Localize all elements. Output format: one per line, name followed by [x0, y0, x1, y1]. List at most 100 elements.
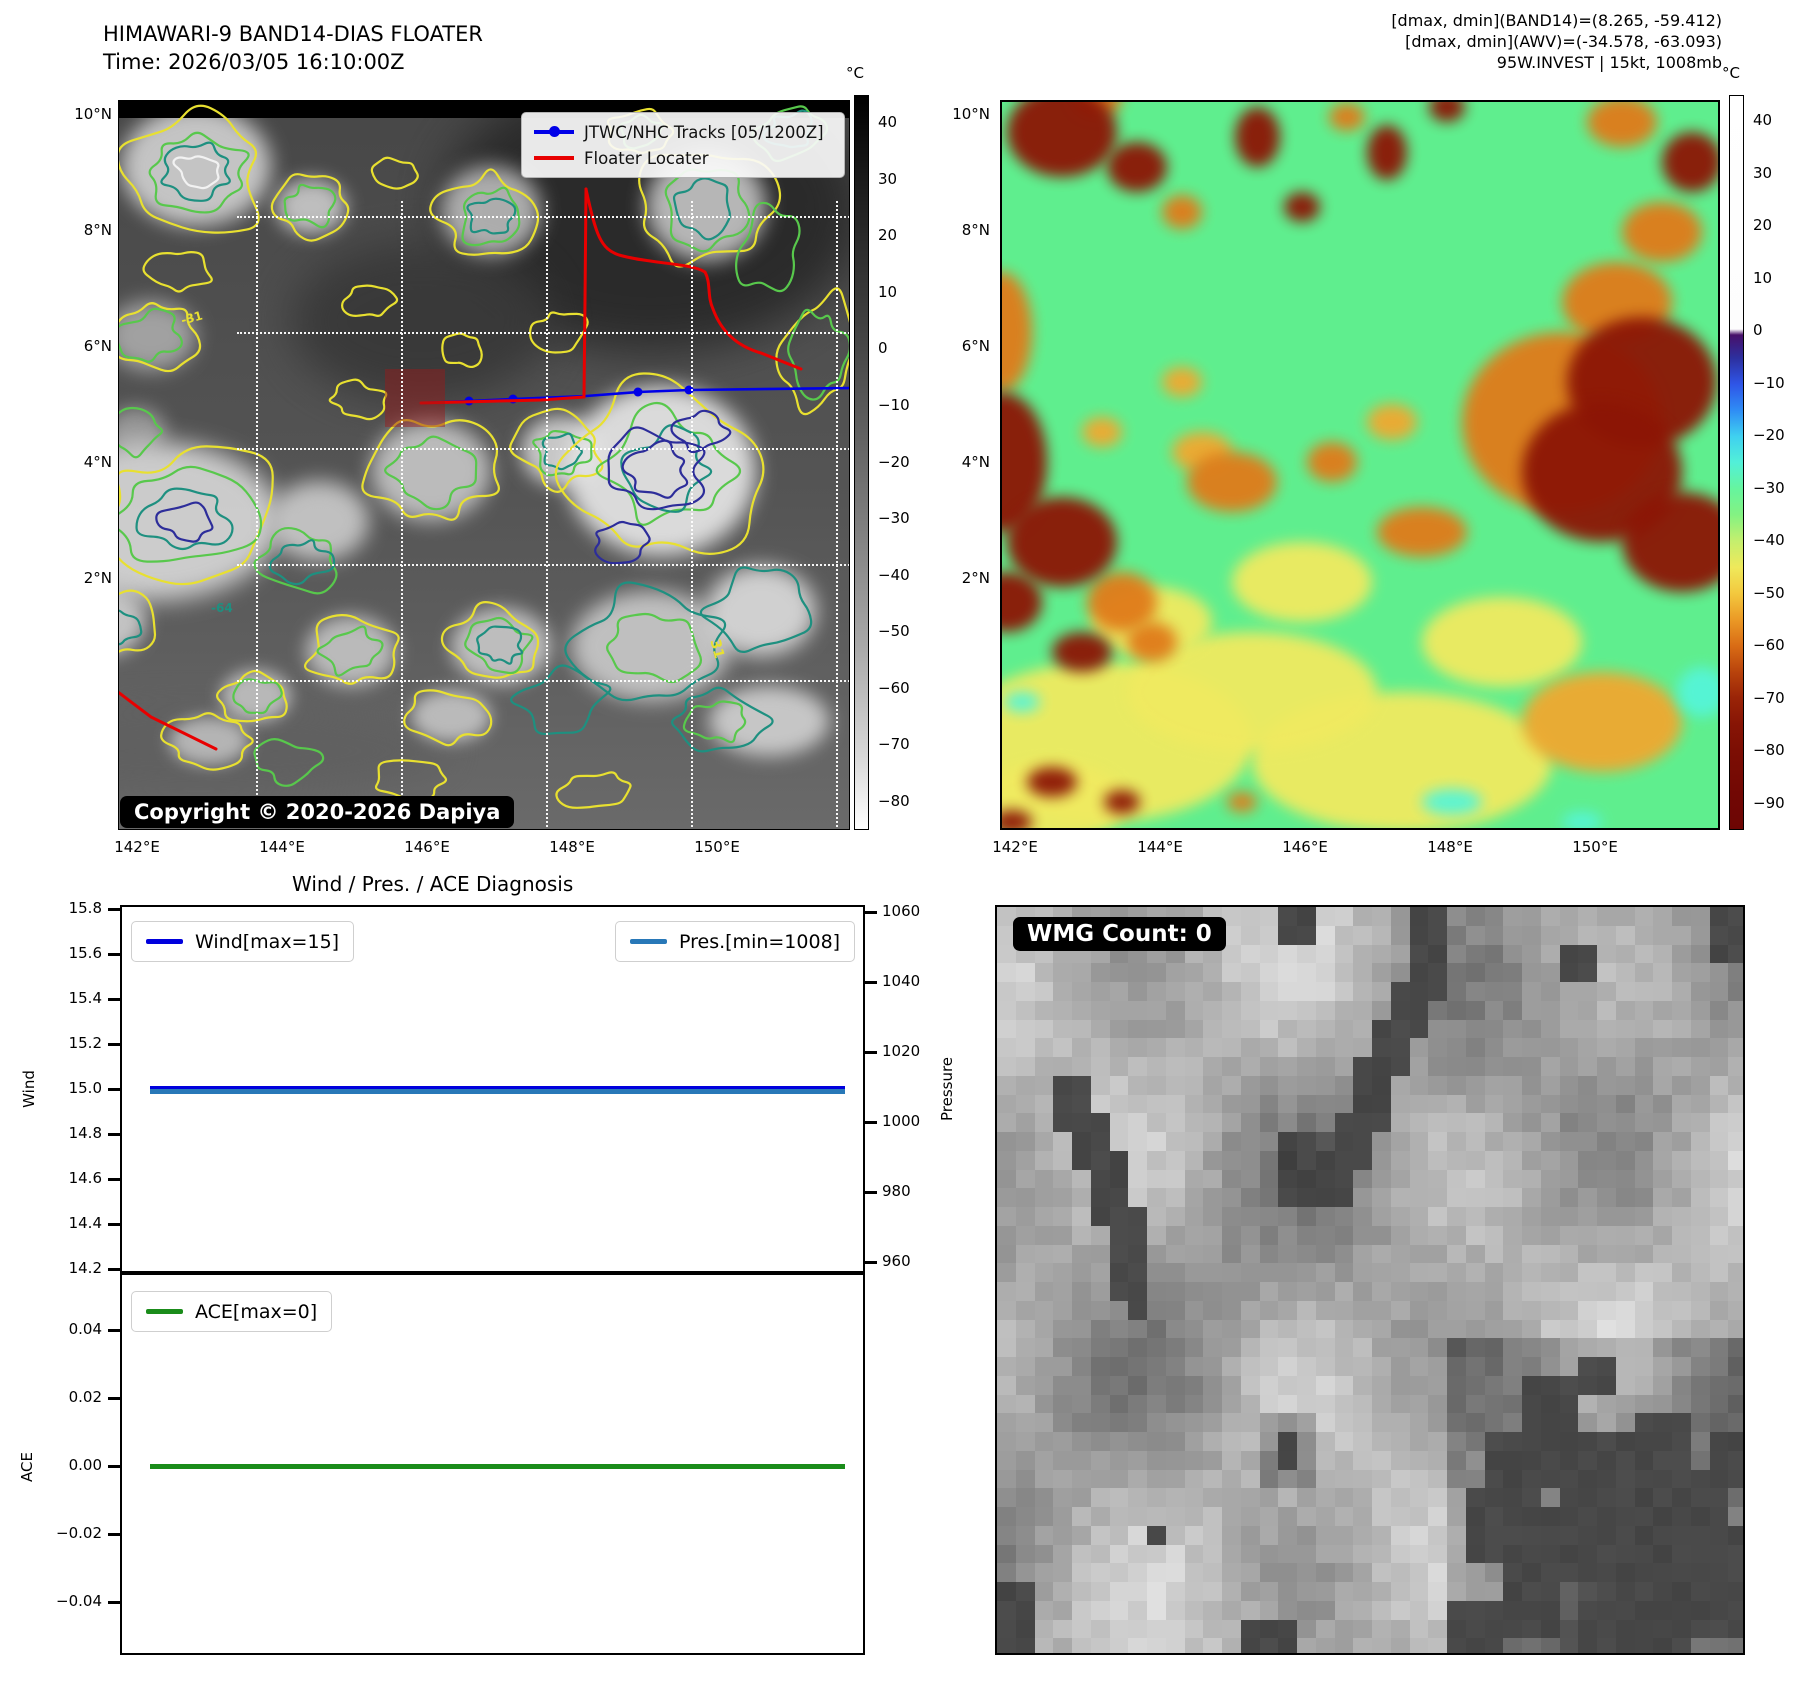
track-dot-icon [549, 126, 560, 137]
wmg-pixel [1109, 1225, 1129, 1245]
wmg-pixel [1540, 1282, 1560, 1302]
wmg-pixel [1390, 1394, 1410, 1414]
ace-ytick-mark [108, 1329, 120, 1332]
wmg-pixel [1428, 1000, 1448, 1020]
wmg-pixel [1203, 1432, 1223, 1452]
wmg-pixel [1672, 1019, 1692, 1039]
wmg-pixel [1428, 1132, 1448, 1152]
wmg-pixel [1597, 1263, 1617, 1283]
wmg-pixel [1015, 1600, 1035, 1620]
wmg-pixel [1315, 1244, 1335, 1264]
wmg-pixel [1222, 1282, 1242, 1302]
wmg-pixel [1053, 1132, 1073, 1152]
wmg-pixel [1147, 1113, 1167, 1133]
wmg-pixel [1522, 1600, 1542, 1620]
wmg-pixel [1634, 1600, 1654, 1620]
wmg-pixel [1184, 1000, 1204, 1020]
wmg-pixel [1259, 1563, 1279, 1583]
wmg-pixel [1353, 1075, 1373, 1095]
wmg-pixel [1447, 1169, 1467, 1189]
wmg-pixel [1165, 1169, 1185, 1189]
wmg-pixel [1334, 1000, 1354, 1020]
wmg-pixel [997, 1375, 1017, 1395]
wmg-pixel [997, 1319, 1017, 1339]
wmg-pixel [1409, 1563, 1429, 1583]
wmg-pixel [1578, 1338, 1598, 1358]
wmg-pixel [1072, 1488, 1092, 1508]
wmg-pixel [1222, 1319, 1242, 1339]
wmg-pixel [1222, 925, 1242, 945]
contour-line-w [172, 155, 220, 190]
wmg-pixel [1240, 1394, 1260, 1414]
wmg-pixel [1672, 944, 1692, 964]
wmg-pixel [1109, 1563, 1129, 1583]
wmg-pixel [1053, 1488, 1073, 1508]
wmg-pixel [1522, 1244, 1542, 1264]
wmg-pixel [1278, 1132, 1298, 1152]
wmg-pixel [1034, 1075, 1054, 1095]
band14-colorbar-tick: 40 [878, 113, 898, 132]
awv-colorbar-tick: −90 [1753, 793, 1785, 812]
wmg-pixel [1578, 1450, 1598, 1470]
wmg-pixel [1278, 1094, 1298, 1114]
wmg-pixel [1484, 1225, 1504, 1245]
wmg-pixel [1540, 1038, 1560, 1058]
wmg-pixel [1297, 1525, 1317, 1545]
wmg-pixel [1597, 1375, 1617, 1395]
band14-colorbar-unit: °C [846, 64, 864, 82]
wmg-pixel [1522, 1300, 1542, 1320]
wmg-pixel [1672, 1413, 1692, 1433]
wmg-pixel [1165, 1300, 1185, 1320]
wmg-pixel [1390, 963, 1410, 983]
wmg-pixel [1334, 1338, 1354, 1358]
wind-ytick-mark [108, 908, 120, 911]
wmg-pixel [1578, 1300, 1598, 1320]
wmg-pixel [1634, 1375, 1654, 1395]
wmg-pixel [1315, 1394, 1335, 1414]
ace-ytick-label: −0.02 [56, 1524, 102, 1542]
wmg-pixel [1390, 1188, 1410, 1208]
wmg-pixel [1372, 1300, 1392, 1320]
wmg-pixel [1390, 1507, 1410, 1527]
wmg-pixel [1165, 1019, 1185, 1039]
wmg-pixel [1484, 1169, 1504, 1189]
wmg-pixel [1353, 1282, 1373, 1302]
wmg-pixel [1034, 1150, 1054, 1170]
wmg-pixel [1053, 1188, 1073, 1208]
wmg-pixel [997, 1582, 1017, 1602]
wmg-pixel [1447, 1300, 1467, 1320]
awv-lon-tick: 144°E [1137, 838, 1183, 856]
wmg-pixel [1278, 925, 1298, 945]
wmg-pixel [1372, 907, 1392, 927]
wmg-pixel [1090, 1038, 1110, 1058]
pressure-ytick-label: 960 [882, 1252, 911, 1270]
wmg-pixel [1409, 1488, 1429, 1508]
wmg-pixel [1503, 1544, 1523, 1564]
awv-temp-blob [1002, 810, 1032, 828]
wmg-pixel [1503, 1450, 1523, 1470]
wmg-pixel [997, 1075, 1017, 1095]
wmg-pixel [1297, 1488, 1317, 1508]
wmg-pixel [1165, 1432, 1185, 1452]
wmg-pixel [1728, 1244, 1743, 1264]
wmg-pixel [1672, 1188, 1692, 1208]
wmg-pixel [1259, 1338, 1279, 1358]
wmg-pixel [1315, 1019, 1335, 1039]
wmg-pixel [1184, 1113, 1204, 1133]
wmg-pixel [1690, 1338, 1710, 1358]
wmg-pixel [1597, 1488, 1617, 1508]
wmg-panel: WMG Count: 0 [995, 905, 1745, 1655]
wmg-pixel [1240, 1638, 1260, 1653]
wmg-pixel [1540, 1413, 1560, 1433]
wmg-pixel [1222, 1394, 1242, 1414]
wmg-pixel [1259, 1207, 1279, 1227]
wmg-pixel [1222, 1600, 1242, 1620]
wmg-pixel [1503, 1057, 1523, 1077]
wmg-pixel [1597, 1432, 1617, 1452]
wmg-pixel [1559, 1000, 1579, 1020]
wmg-pixel [1353, 1563, 1373, 1583]
wmg-pixel [1334, 1075, 1354, 1095]
wmg-pixel [1503, 1563, 1523, 1583]
contour-line-t [466, 197, 517, 235]
wmg-pixel [1728, 1000, 1743, 1020]
